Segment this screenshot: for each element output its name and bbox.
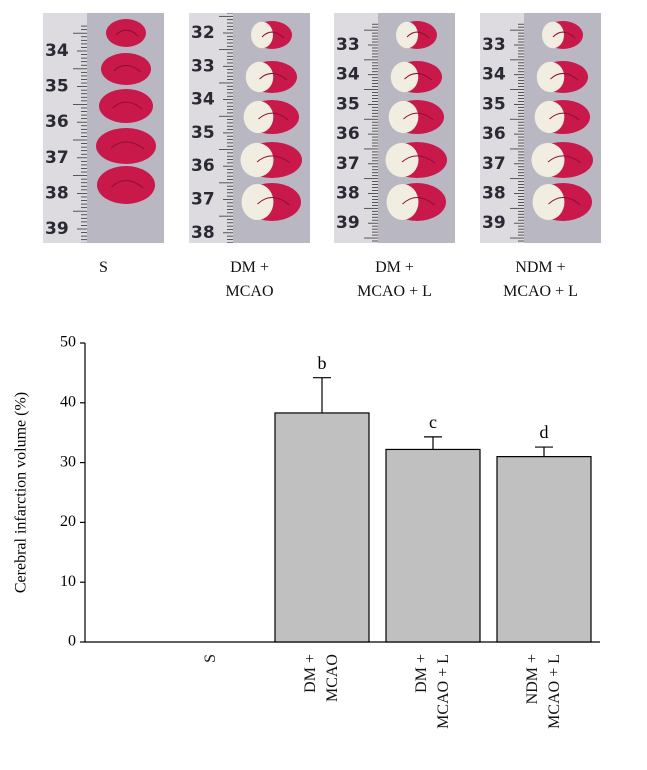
slice-line xyxy=(548,197,581,206)
infarct xyxy=(532,183,565,221)
slice-line xyxy=(115,29,139,37)
slice-line xyxy=(406,31,430,39)
infarct xyxy=(386,183,419,221)
infarct xyxy=(390,61,419,93)
ruler-number: 36 xyxy=(45,112,69,132)
ruler-number: 38 xyxy=(45,183,69,203)
x-tick-label: NDM + MCAO + L xyxy=(524,654,563,729)
y-tick-label: 20 xyxy=(60,513,76,530)
brain-slice xyxy=(96,128,156,164)
ruler-number: 36 xyxy=(336,124,360,144)
slice-line xyxy=(547,155,582,164)
x-tick-label: DM + MCAO + L xyxy=(413,654,452,729)
photo: 34 35 36 37 38 39 xyxy=(43,13,164,243)
x-tick-label: DM + MCAO xyxy=(302,654,341,703)
panel-label: DM + MCAO + L xyxy=(357,259,432,300)
ruler-number: 37 xyxy=(482,154,506,174)
slice-line xyxy=(550,72,579,81)
annotation: d xyxy=(540,422,549,442)
ruler-number: 37 xyxy=(45,148,69,168)
bar xyxy=(496,456,592,643)
ruler-number: 40 xyxy=(482,243,506,263)
ruler-number: 40 xyxy=(336,243,360,263)
infarct xyxy=(531,142,565,178)
panel-label: NDM + MCAO + L xyxy=(503,259,578,300)
ruler-number: 34 xyxy=(482,65,506,85)
infarct xyxy=(385,142,419,178)
ruler xyxy=(480,13,524,243)
slice-line xyxy=(403,112,434,121)
brain-slice xyxy=(101,53,151,85)
slice-line xyxy=(112,101,143,110)
panel-label: DM + MCAO xyxy=(225,259,274,300)
slice-line xyxy=(401,155,436,164)
ruler-number: 35 xyxy=(336,94,360,114)
ruler-number: 33 xyxy=(336,35,360,55)
y-tick-label: 10 xyxy=(60,573,76,590)
ruler-number: 38 xyxy=(191,223,215,243)
infarct xyxy=(388,100,419,134)
ruler-number: 34 xyxy=(45,41,69,61)
photo: 33 34 35 36 37 38 39 40 xyxy=(480,13,601,263)
ruler xyxy=(334,13,378,243)
slice-line xyxy=(256,155,291,164)
infarct xyxy=(243,100,274,134)
ruler-number: 35 xyxy=(482,94,506,114)
infarct xyxy=(241,183,274,221)
ruler-number: 37 xyxy=(191,190,215,210)
y-axis-title: Cerebral infarction volume (%) xyxy=(13,392,30,593)
slice-line xyxy=(404,72,433,81)
ruler-number: 39 xyxy=(45,219,69,239)
brain-slice xyxy=(99,89,153,123)
y-tick-label: 0 xyxy=(68,633,76,650)
infarct xyxy=(240,142,274,178)
ruler-number: 37 xyxy=(336,154,360,174)
ruler-number: 32 xyxy=(191,23,215,43)
slice-line xyxy=(113,64,142,73)
y-tick-label: 30 xyxy=(60,453,76,470)
infarct xyxy=(536,61,565,93)
ruler-number: 35 xyxy=(45,77,69,97)
slice-line xyxy=(257,197,290,206)
ruler xyxy=(189,13,233,243)
y-tick-label: 50 xyxy=(60,334,76,351)
slice-line xyxy=(549,112,580,121)
x-tick-label: S xyxy=(202,654,219,663)
slice-line xyxy=(261,31,285,39)
ruler-number: 33 xyxy=(191,56,215,76)
slice-line xyxy=(258,112,289,121)
photo: 33 34 35 36 37 38 39 40 xyxy=(334,13,455,263)
annotation: c xyxy=(429,412,437,432)
bar xyxy=(274,412,370,643)
brain-slice xyxy=(106,19,146,47)
slice-line xyxy=(552,31,576,39)
infarct xyxy=(245,61,274,93)
annotation: b xyxy=(318,353,327,373)
brain-slice xyxy=(97,166,155,204)
bar xyxy=(385,448,481,643)
infarct xyxy=(396,21,418,49)
slice-line xyxy=(402,197,435,206)
ruler-number: 36 xyxy=(191,156,215,176)
ruler-number: 38 xyxy=(336,184,360,204)
slice-line xyxy=(110,141,145,150)
slice-line xyxy=(111,180,144,189)
ruler-number: 34 xyxy=(336,65,360,85)
ruler-number: 39 xyxy=(482,213,506,233)
ruler-number: 33 xyxy=(482,35,506,55)
y-tick-label: 40 xyxy=(60,393,76,410)
ruler-number: 38 xyxy=(482,184,506,204)
infarct xyxy=(542,21,564,49)
photo: 32 33 34 35 36 37 38 xyxy=(189,13,310,243)
infarct xyxy=(534,100,565,134)
ruler-number: 35 xyxy=(191,123,215,143)
ruler-number: 39 xyxy=(336,213,360,233)
infarct xyxy=(251,21,273,49)
ruler-number: 34 xyxy=(191,90,215,110)
ruler-number: 36 xyxy=(482,124,506,144)
panel-label: S xyxy=(99,259,108,276)
slice-line xyxy=(259,72,288,81)
